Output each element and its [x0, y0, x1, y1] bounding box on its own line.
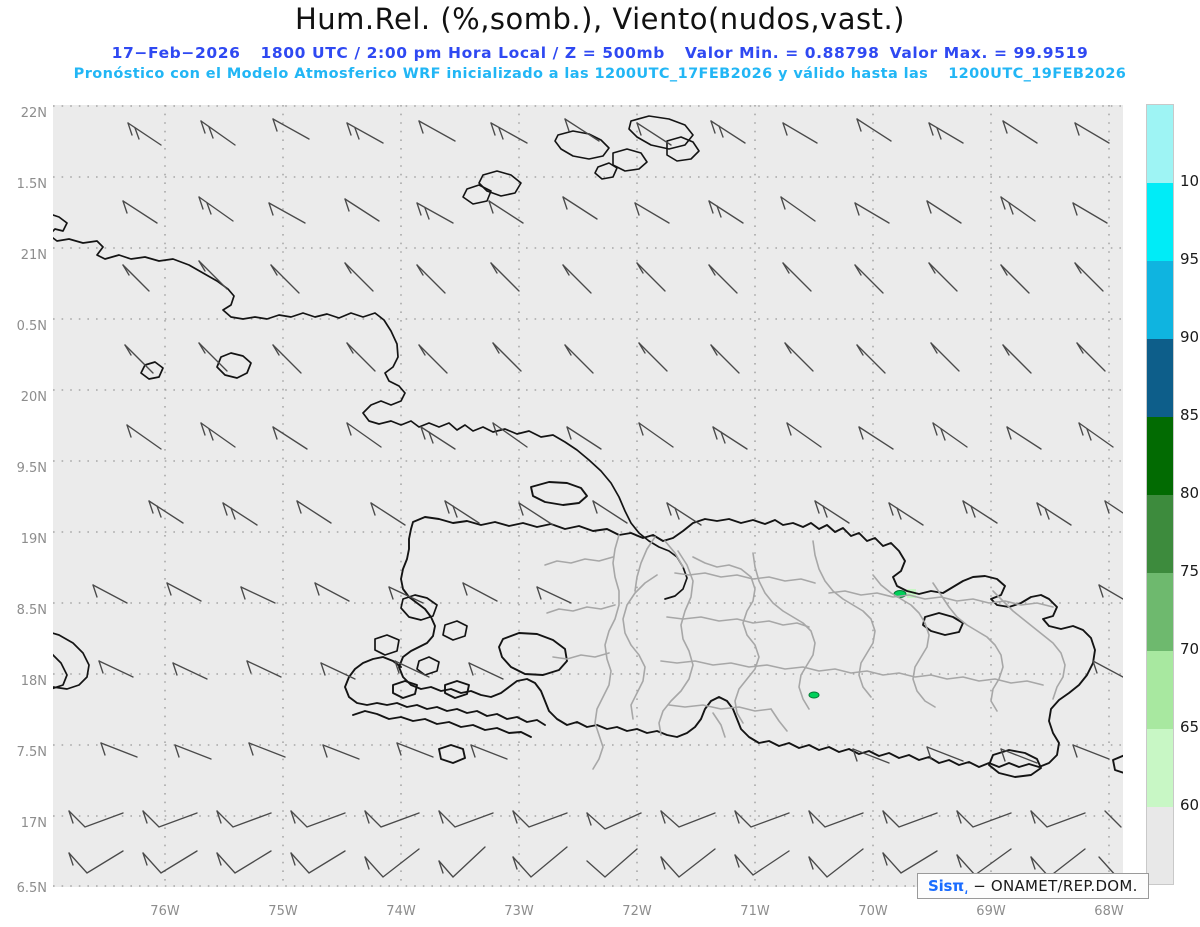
province-borders — [544, 534, 1066, 770]
colorbar-tick-70: 70 — [1180, 640, 1200, 658]
page-title: Hum.Rel. (%,somb.), Viento(nudos,vast.) — [295, 2, 905, 36]
y-axis-label-9: 7.5N — [16, 745, 47, 760]
colorbar-tick-65: 65 — [1180, 718, 1200, 736]
attribution-box: Sis π͵ − ONAMET/REP.DOM. — [917, 873, 1149, 899]
attribution-dash: − — [973, 877, 986, 895]
colorbar-band-95-100 — [1147, 183, 1173, 261]
colorbar-tick-75: 75 — [1180, 562, 1200, 580]
colorbar-band-below-60 — [1147, 807, 1173, 884]
y-axis-label-10: 17N — [20, 816, 47, 831]
subtitle-date: 17−Feb−2026 — [111, 44, 241, 62]
shaded-patch-3 — [808, 691, 820, 699]
colorbar[interactable] — [1146, 104, 1174, 885]
subtitle-cycle: 1800 UTC / 2:00 pm Hora Local / Z = 500m… — [260, 44, 665, 62]
x-axis-label-6: 70W — [858, 904, 888, 919]
colorbar-band-75-80 — [1147, 495, 1173, 573]
attribution-organization: ONAMET/REP.DOM. — [990, 877, 1138, 895]
colorbar-band-65-70 — [1147, 651, 1173, 729]
subtitle-line-2: Pronóstico con el Modelo Atmosferico WRF… — [0, 66, 1200, 82]
coastline-hispaniola — [344, 481, 1123, 778]
colorbar-band-70-75 — [1147, 573, 1173, 651]
y-axis-label-0: 22N — [20, 106, 47, 121]
colorbar-band-80-85 — [1147, 417, 1173, 495]
y-axis-label-11: 6.5N — [16, 881, 47, 896]
colorbar-tick-60: 60 — [1180, 796, 1200, 814]
colorbar-band-100-105 — [1147, 105, 1173, 183]
y-axis-label-1: 1.5N — [16, 177, 47, 192]
x-axis-label-8: 68W — [1094, 904, 1124, 919]
y-axis-label-6: 19N — [20, 532, 47, 547]
colorbar-band-90-95 — [1147, 261, 1173, 339]
x-axis-label-4: 72W — [622, 904, 652, 919]
subtitle-value-max: Valor Max. = 99.9519 — [889, 44, 1089, 62]
colorbar-band-85-90 — [1147, 339, 1173, 417]
coastline-cuba — [53, 214, 688, 676]
brand-sis-label: Sis — [928, 877, 953, 895]
subtitle-model-text: Pronóstico con el Modelo Atmosferico WRF… — [73, 66, 929, 82]
subtitle-valid-until: 1200UTC_19FEB2026 — [948, 66, 1127, 82]
x-axis-label-7: 69W — [976, 904, 1006, 919]
shaded-patch-2 — [907, 589, 916, 598]
y-axis-label-2: 21N — [20, 248, 47, 263]
brand-pi-icon: π͵ — [952, 877, 969, 895]
wind-barbs — [68, 118, 1123, 878]
colorbar-tick-80: 80 — [1180, 484, 1200, 502]
colorbar-tick-85: 85 — [1180, 406, 1200, 424]
coastline-jamaica — [53, 632, 90, 690]
y-axis-label-5: 9.5N — [16, 461, 47, 476]
colorbar-tick-90: 90 — [1180, 328, 1200, 346]
colorbar-tick-95: 95 — [1180, 250, 1200, 268]
x-axis-label-0: 76W — [150, 904, 180, 919]
coastline-bahamas — [462, 115, 700, 205]
x-axis-label-3: 73W — [504, 904, 534, 919]
colorbar-band-60-65 — [1147, 729, 1173, 807]
colorbar-tick-100: 100 — [1180, 172, 1200, 190]
map-plot-area[interactable] — [53, 105, 1123, 887]
y-axis-label-8: 18N — [20, 674, 47, 689]
x-axis-label-2: 74W — [386, 904, 416, 919]
y-axis-label-4: 20N — [20, 390, 47, 405]
y-axis-label-7: 8.5N — [16, 603, 47, 618]
subtitle-line-1: 17−Feb−2026 1800 UTC / 2:00 pm Hora Local… — [0, 44, 1200, 62]
map-gridlines — [53, 105, 1123, 887]
subtitle-value-min: Valor Min. = 0.88798 — [684, 44, 880, 62]
x-axis-label-1: 75W — [268, 904, 298, 919]
y-axis-label-3: 0.5N — [16, 319, 47, 334]
x-axis-label-5: 71W — [740, 904, 770, 919]
humidity-shaded-patches — [808, 589, 916, 699]
